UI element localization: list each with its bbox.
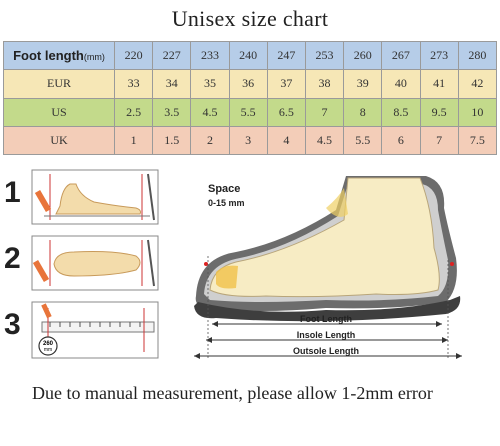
table-cell: 35 (190, 69, 230, 99)
insole-length-label: Insole Length (297, 330, 356, 340)
badge-value: 260 (43, 341, 54, 347)
foot-top-shape (53, 251, 141, 277)
pencil-icon (41, 303, 52, 319)
table-cell: 38 (304, 69, 345, 99)
table-cell: 10 (457, 97, 498, 127)
heel-marker (450, 262, 454, 266)
uk-row: UK 1 1.5 2 3 4 4.5 5.5 6 7 7.5 (3, 125, 498, 156)
chart-title: Unisex size chart (171, 6, 329, 31)
us-row: US 2.5 3.5 4.5 5.5 6.5 7 8 8.5 9.5 10 (3, 97, 498, 127)
step-number: 2 (4, 242, 21, 275)
table-cell: 33 (113, 69, 154, 99)
table-cell: 2 (190, 125, 230, 156)
table-cell: 280 (457, 40, 498, 71)
foot-in-shoe-diagram: Space 0-15 mm Foot Length Insole Length … (194, 176, 462, 359)
table-cell: 40 (381, 69, 421, 99)
foot-length-label: Foot Length (300, 314, 352, 324)
size-table: Foot length(mm) 220 227 233 240 247 253 … (3, 40, 498, 156)
table-cell: 220 (113, 40, 154, 71)
table-cell: 3 (228, 125, 268, 156)
panel-border (31, 169, 159, 225)
outsole (194, 296, 461, 322)
step-number: 1 (4, 176, 21, 209)
step-1-panel: 1 (4, 168, 164, 226)
foot-length-row: Foot length(mm) 220 227 233 240 247 253 … (3, 40, 498, 71)
table-cell: 6 (381, 125, 421, 156)
table-cell: 8.5 (381, 97, 421, 127)
toe-highlight (216, 265, 238, 289)
toe-marker (204, 262, 208, 266)
ankle-highlight (326, 188, 348, 217)
row-header: EUR (3, 69, 115, 99)
table-cell: 8 (343, 97, 383, 127)
step-3-illustration: 260 mm (31, 301, 159, 359)
table-cell: 34 (152, 69, 192, 99)
step-3-panel: 3 260 mm (4, 300, 164, 359)
table-cell: 7 (304, 97, 345, 127)
measurement-steps: 1 2 3 (0, 166, 170, 366)
table-cell: 41 (419, 69, 459, 99)
table-cell: 267 (381, 40, 421, 71)
table-cell: 4.5 (304, 125, 345, 156)
table-cell: 5.5 (228, 97, 268, 127)
step-2-panel: 2 (4, 234, 164, 292)
space-label: Space (208, 183, 240, 195)
table-cell: 5.5 (343, 125, 383, 156)
step-number: 3 (4, 308, 21, 341)
badge-unit: mm (44, 347, 52, 353)
measurement-badge (38, 336, 58, 356)
pencil-icon (34, 189, 52, 213)
ruler (41, 321, 155, 333)
table-cell: 260 (343, 40, 383, 71)
step-2-illustration (31, 235, 159, 291)
table-cell: 37 (266, 69, 306, 99)
step-1-illustration (31, 169, 159, 225)
table-cell: 42 (457, 69, 498, 99)
table-cell: 2.5 (113, 97, 154, 127)
table-cell: 39 (343, 69, 383, 99)
pencil-icon (32, 259, 50, 283)
row-header: Foot length(mm) (3, 40, 115, 71)
table-cell: 7.5 (457, 125, 498, 156)
table-cell: 1 (113, 125, 154, 156)
table-cell: 273 (419, 40, 459, 71)
table-cell: 6.5 (266, 97, 306, 127)
wall-edge (147, 173, 155, 221)
table-cell: 233 (190, 40, 230, 71)
table-cell: 3.5 (152, 97, 192, 127)
table-cell: 1.5 (152, 125, 192, 156)
eur-row: EUR 33 34 35 36 37 38 39 40 41 42 (3, 69, 498, 99)
measurement-note: Due to manual measurement, please allow … (32, 383, 433, 403)
row-header: UK (3, 125, 115, 156)
table-cell: 253 (304, 40, 345, 71)
table-cell: 227 (152, 40, 192, 71)
table-cell: 4.5 (190, 97, 230, 127)
row-header: US (3, 97, 115, 127)
table-cell: 36 (228, 69, 268, 99)
table-cell: 247 (266, 40, 306, 71)
table-cell: 9.5 (419, 97, 459, 127)
table-cell: 7 (419, 125, 459, 156)
foot-shape (209, 177, 440, 298)
outsole-length-label: Outsole Length (293, 346, 359, 356)
wall-edge (147, 239, 155, 287)
space-range: 0-15 mm (208, 198, 245, 208)
table-cell: 4 (266, 125, 306, 156)
foot-side-shape (55, 183, 141, 215)
table-cell: 240 (228, 40, 268, 71)
